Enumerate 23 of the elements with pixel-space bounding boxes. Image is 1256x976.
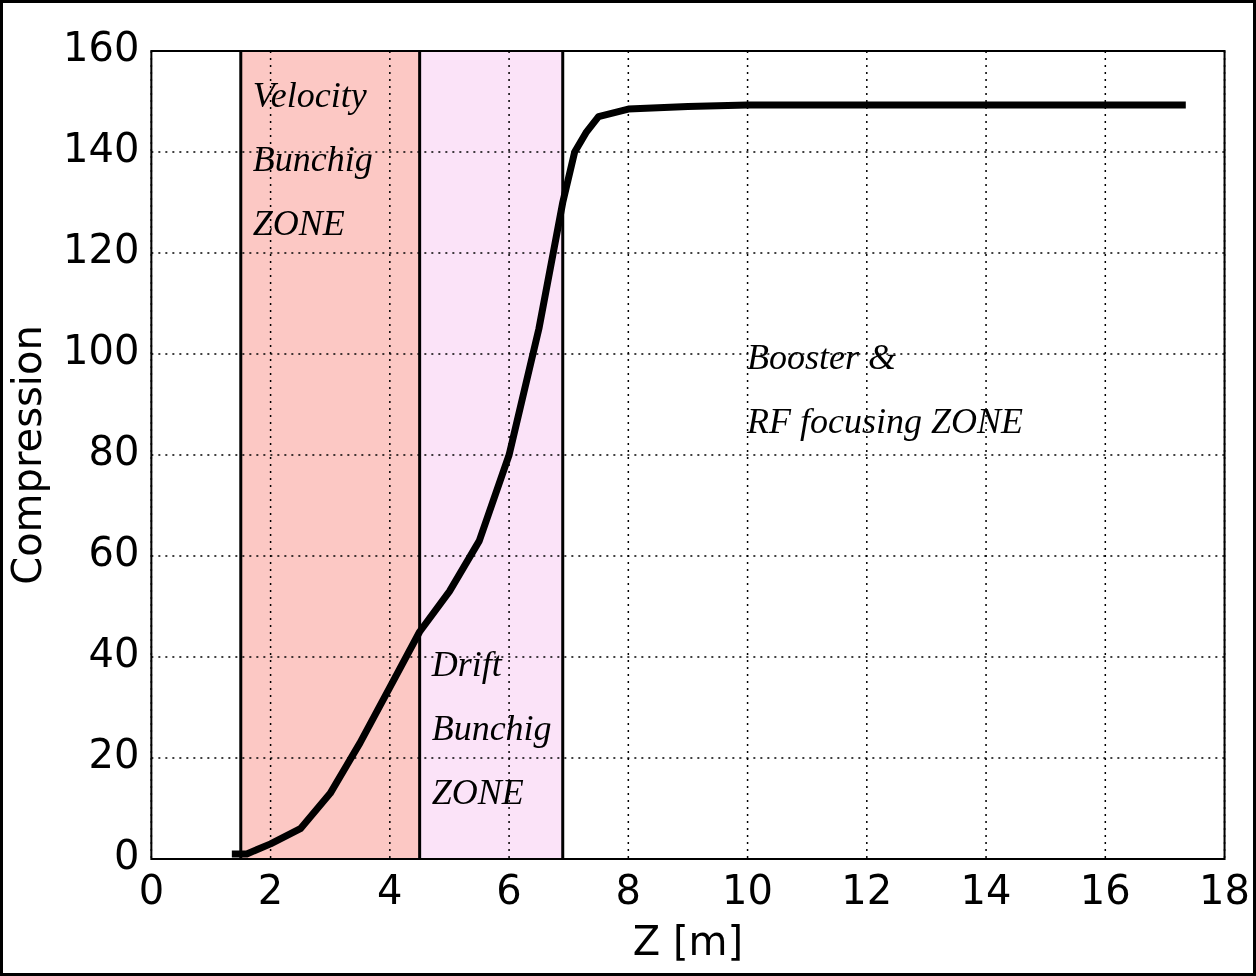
x-tick-label: 6: [496, 867, 522, 914]
y-tick-label: 160: [62, 24, 140, 71]
x-tick-label: 16: [1079, 867, 1131, 914]
y-tick-label: 40: [88, 630, 140, 677]
y-axis-title: Compression: [4, 325, 51, 585]
x-tick-label: 4: [377, 867, 403, 914]
band-label: Drift Bunchig ZONE: [430, 644, 552, 813]
y-tick-label: 20: [88, 731, 140, 778]
x-tick-label: 18: [1199, 867, 1250, 914]
x-tick-label: 2: [257, 867, 284, 914]
y-tick-label: 120: [62, 226, 140, 273]
y-tick-label: 0: [113, 832, 140, 879]
y-tick-label: 140: [62, 125, 140, 172]
x-tick-label: 14: [960, 867, 1012, 914]
y-tick-label: 80: [88, 428, 140, 475]
y-tick-label: 100: [62, 327, 140, 374]
annotation: Booster & RF focusing ZONE: [745, 337, 1023, 442]
y-tick-label: 60: [88, 529, 140, 576]
band-label: Velocity Bunchig ZONE: [252, 74, 373, 243]
x-axis-title: Z [m]: [632, 918, 744, 965]
x-tick-label: 8: [615, 867, 642, 914]
x-tick-label: 10: [722, 867, 774, 914]
x-tick-label: 12: [841, 867, 893, 914]
